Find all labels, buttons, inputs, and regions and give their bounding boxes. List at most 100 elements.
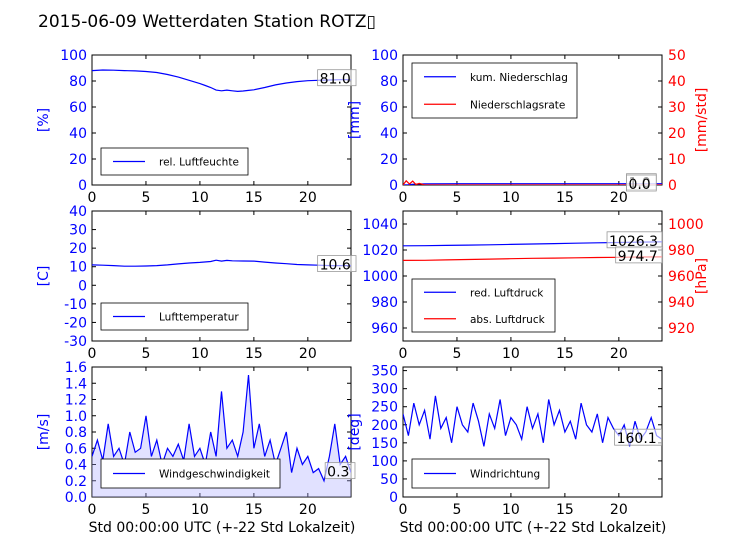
legend-box (411, 62, 578, 119)
x-tick-label: 20 (299, 502, 317, 518)
series-line-1 (403, 179, 662, 185)
legend-label: abs. Luftdruck (470, 314, 546, 326)
x-tick-label: 10 (191, 502, 209, 518)
x-tick-label: 15 (245, 190, 263, 206)
annotation-label: 974.7 (618, 249, 658, 265)
x-axis-label-right: Std 00:00:00 UTC (+-22 Std Lokalzeit) (400, 520, 667, 536)
annotation-box (317, 69, 357, 87)
x-tick-label: 15 (245, 502, 263, 518)
y-tick-label: 80 (69, 74, 87, 90)
series-line-0 (92, 259, 351, 267)
x-tick-label: 15 (245, 346, 263, 362)
panel-precip: 0 5 10 15 20 0 20 40 60 80 100 0 10 20 30 40 50 [mm/std] [… (347, 48, 710, 206)
legend-label: Windrichtung (470, 469, 540, 481)
annotation-box (317, 255, 357, 273)
y2-tick-label: 1000 (668, 217, 704, 233)
x-tick-label: 5 (141, 346, 150, 362)
y-axis-label: [C] (36, 266, 52, 287)
y-tick-label: 50 (380, 472, 398, 488)
x-tick-label: 0 (88, 190, 97, 206)
y-tick-label: 40 (69, 126, 87, 142)
legend-box (411, 278, 556, 333)
y-tick-label: 0 (78, 178, 87, 194)
x-tick-label: 20 (299, 190, 317, 206)
y-tick-label: 1020 (362, 243, 398, 259)
y-tick-label: -30 (64, 334, 87, 350)
x-tick-label: 5 (452, 190, 461, 206)
legend-label: red. Luftdruck (470, 287, 544, 299)
series-line-0 (403, 183, 662, 185)
y-tick-label: 1.4 (65, 376, 87, 392)
y-tick-label: 0.4 (65, 458, 87, 474)
x-tick-label: 0 (399, 502, 408, 518)
legend-label: Lufttemperatur (159, 312, 239, 324)
y-tick-label: 300 (371, 382, 398, 398)
y-tick-label: 1040 (362, 217, 398, 233)
y-tick-label: 100 (371, 454, 398, 470)
annotation-label: 10.6 (320, 258, 351, 274)
x-tick-label: 20 (299, 346, 317, 362)
y-tick-label: 980 (371, 295, 398, 311)
x-tick-label: 5 (452, 346, 461, 362)
y2-tick-label: 20 (668, 126, 686, 142)
y2-tick-label: 10 (668, 152, 686, 168)
series-line-0 (92, 69, 351, 93)
legend-label: rel. Luftfeuchte (159, 157, 239, 169)
x-tick-label: 0 (88, 346, 97, 362)
y-tick-label: 20 (380, 152, 398, 168)
y-tick-label: 0 (389, 490, 398, 506)
y-axis-label: [m/s] (36, 414, 52, 451)
y-tick-label: 0.2 (65, 474, 87, 490)
x-tick-label: 15 (556, 502, 574, 518)
y-tick-label: 1.2 (65, 393, 87, 409)
y2-tick-label: 50 (668, 48, 686, 64)
y-tick-label: 0 (78, 278, 87, 294)
x-tick-label: 5 (141, 502, 150, 518)
y2-tick-label: 920 (668, 321, 695, 337)
y-tick-label: -20 (64, 315, 87, 331)
chart-title: 2015-06-09 Wetterdaten Station ROTZ▯ (38, 12, 376, 32)
y-tick-label: 20 (69, 241, 87, 257)
y-tick-label: 80 (380, 74, 398, 90)
annotation-box (615, 246, 664, 264)
panel-temperature: 0 5 10 15 20 -30 -20 -10 0 10 20 30 40 [C] 10.6 Lufttem… (36, 204, 357, 362)
annotation-label: 0.3 (327, 465, 349, 481)
panel-wind: 0 5 10 15 20 0.00.20.40.60.81.01.21.41.6 [m/s]… (36, 360, 356, 518)
y2-tick-label: 30 (668, 100, 686, 116)
x-tick-label: 10 (502, 502, 520, 518)
y-tick-label: 40 (380, 126, 398, 142)
x-tick-label: 10 (502, 346, 520, 362)
x-tick-label: 0 (88, 502, 97, 518)
y-axis-label: [%] (36, 108, 52, 132)
panel-humidity: 0 5 10 15 20 0 20 40 60 80 100 [%] 81.0 rel. Luftfeuc… (36, 48, 357, 206)
y-tick-label: 60 (69, 100, 87, 116)
y-tick-label: 0.6 (65, 441, 87, 457)
annotation-box (626, 174, 657, 192)
y2-tick-label: 940 (668, 295, 695, 311)
y-tick-label: 0 (389, 178, 398, 194)
y2-tick-label: 0 (668, 178, 677, 194)
y-tick-label: 0.8 (65, 425, 87, 441)
y-tick-label: 10 (69, 260, 87, 276)
x-tick-label: 0 (399, 190, 408, 206)
x-tick-label: 15 (556, 346, 574, 362)
y-tick-label: 350 (371, 364, 398, 380)
y-tick-label: 960 (371, 321, 398, 337)
annotation-label: 81.0 (320, 72, 351, 88)
x-tick-label: 5 (141, 190, 150, 206)
x-axis-label-left: Std 00:00:00 UTC (+-22 Std Lokalzeit) (89, 520, 356, 536)
panel-pressure: 0 5 10 15 20 960 980 1000 1020 1040 920 940 960 980 10… (362, 210, 710, 362)
y-tick-label: 250 (371, 400, 398, 416)
y2-axis-label: [hPa] (694, 258, 710, 294)
y-tick-label: 60 (380, 100, 398, 116)
annotation-box (324, 462, 356, 480)
y-tick-label: 100 (371, 48, 398, 64)
y-tick-label: 0.0 (65, 490, 87, 506)
x-tick-label: 20 (610, 190, 628, 206)
annotation-box (614, 428, 662, 446)
legend-label: Niederschlagsrate (470, 99, 565, 111)
annotation-label: 1026.3 (609, 234, 658, 250)
